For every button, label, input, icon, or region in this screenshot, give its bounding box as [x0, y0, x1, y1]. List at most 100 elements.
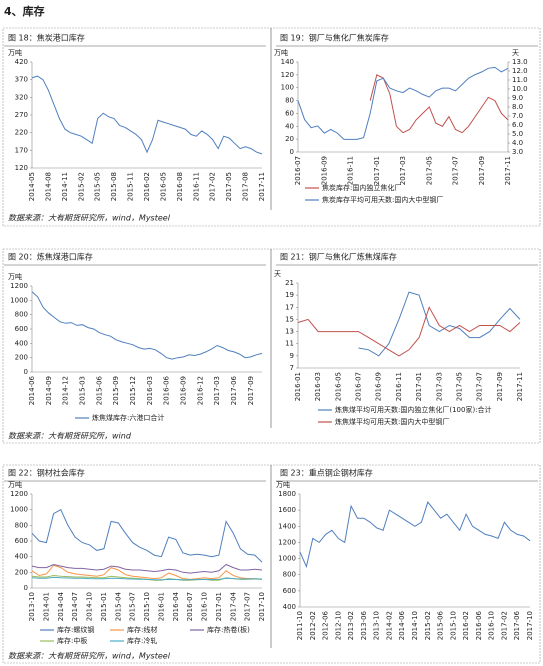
x-tick-label: 2017-11 [516, 372, 524, 401]
y-tick-label: 200 [15, 354, 28, 362]
series-line [31, 75, 263, 155]
y-tick-label: 60 [285, 109, 294, 117]
y-tick-label: 1800 [278, 490, 296, 498]
y-tick-label: 11 [285, 340, 294, 348]
y-tick-label: 400 [15, 553, 28, 561]
y-tick-label: 100 [281, 84, 294, 92]
x-tick-label: 2016-10 [488, 611, 496, 640]
chart-title: 图 20：炼焦煤港口库存 [8, 252, 93, 262]
legend-label: 炼焦煤平均可用天数:国内独立焦化厂(100家):合计 [335, 405, 492, 414]
x-tick-label: 2014-05 [28, 172, 36, 201]
y-tick-label: 0 [290, 148, 294, 156]
y-unit: 万吨 [274, 48, 288, 57]
y-tick-label: 17 [285, 303, 294, 311]
y-tick-label: 9 [290, 352, 294, 360]
y2-tick-label: 7.0 [512, 112, 523, 120]
x-tick-label: 2016-01 [294, 372, 302, 401]
x-tick-label: 2017-03 [399, 156, 407, 185]
y-tick-label: 370 [15, 76, 28, 84]
x-tick-label: 2016-08 [176, 172, 184, 201]
x-tick-label: 2016-09 [375, 372, 383, 401]
series-line [297, 66, 509, 140]
y-tick-label: 120 [281, 71, 294, 79]
y-unit: 天 [274, 270, 281, 278]
y2-tick-label: 6.0 [512, 121, 523, 129]
x-tick-label: 2015-05 [94, 172, 102, 201]
x-tick-label: 2012-10 [334, 611, 342, 640]
x-tick-label: 2016-11 [395, 372, 403, 401]
y-tick-label: 600 [15, 325, 28, 333]
x-tick-label: 2017-04 [229, 591, 237, 621]
y-unit: 万吨 [276, 480, 290, 489]
legend-label: 库存:中板 [57, 636, 87, 645]
x-tick-label: 2013-10 [373, 611, 381, 640]
y-tick-label: 1600 [278, 506, 296, 514]
y-unit: 万吨 [8, 480, 22, 489]
x-tick-label: 2016-07 [294, 156, 302, 185]
y2-tick-label: 8.0 [512, 103, 523, 111]
x-tick-label: 2015-11 [127, 172, 135, 201]
chart-title: 图 23：重点钢企钢材库存 [280, 468, 373, 478]
x-tick-label: 2016-05 [334, 372, 342, 401]
x-tick-label: 2015-02 [424, 611, 432, 640]
y-tick-label: 170 [15, 146, 28, 154]
y2-tick-label: 3.0 [512, 148, 523, 156]
x-tick-label: 2017-10 [258, 592, 266, 621]
y-tick-label: 420 [15, 58, 28, 66]
x-tick-label: 2017-05 [425, 156, 433, 185]
x-tick-label: 2011-10 [296, 611, 304, 640]
y-unit: 万吨 [8, 48, 22, 57]
series-line [31, 509, 263, 563]
x-tick-label: 2016-07 [186, 592, 194, 621]
heading: 4、库存 [4, 4, 45, 18]
y2-tick-label: 12.0 [512, 67, 528, 75]
series-line [369, 74, 509, 134]
x-tick-label: 2017-07 [244, 592, 252, 621]
chart-title: 图 19：钢厂与焦化厂焦炭库存 [280, 33, 389, 43]
x-tick-label: 2017-11 [504, 156, 512, 185]
x-tick-label: 2017-01 [415, 372, 423, 401]
y-tick-label: 140 [281, 58, 294, 66]
x-tick-label: 2016-09 [179, 376, 187, 405]
y2-tick-label: 9.0 [512, 94, 523, 102]
x-tick-label: 2015-03 [78, 376, 86, 405]
x-tick-label: 2014-07 [71, 592, 79, 621]
y-tick-label: 1000 [10, 506, 28, 514]
x-tick-label: 2016-03 [146, 376, 154, 405]
y-unit: 万吨 [8, 272, 22, 281]
series-line [31, 563, 263, 574]
x-tick-label: 2015-01 [100, 592, 108, 621]
y-tick-label: 7 [290, 364, 294, 372]
x-tick-label: 2012-06 [322, 610, 330, 640]
x-tick-label: 2016-01 [157, 592, 165, 621]
x-tick-label: 2014-10 [86, 592, 94, 621]
x-tick-label: 2015-06 [437, 610, 445, 640]
y-tick-label: 0 [24, 584, 28, 592]
chart-title: 图 18：焦炭港口库存 [8, 33, 85, 43]
y-tick-label: 1200 [278, 538, 296, 546]
series-line [31, 564, 263, 580]
x-tick-label: 2014-10 [411, 611, 419, 640]
x-tick-label: 2016-11 [347, 156, 355, 185]
source: 数据来源：大有期货研究所，wind [8, 432, 132, 441]
x-tick-label: 2014-09 [45, 376, 53, 405]
x-tick-label: 2014-06 [28, 375, 36, 405]
x-tick-label: 2016-02 [462, 611, 470, 640]
legend-label: 库存:线材 [127, 625, 157, 634]
x-tick-label: 2017-05 [455, 372, 463, 401]
y2-tick-label: 5.0 [512, 130, 523, 138]
y-tick-label: 20 [285, 135, 294, 143]
x-tick-label: 2016-12 [196, 376, 204, 405]
legend-label: 炼焦煤库存:六港口合计 [92, 413, 164, 422]
x-tick-label: 2017-01 [373, 156, 381, 185]
chart-title: 图 22：钢材社会库存 [8, 468, 85, 478]
y2-unit: 天 [512, 49, 519, 57]
x-tick-label: 2015-12 [129, 376, 137, 405]
y-tick-label: 400 [15, 339, 28, 347]
x-tick-label: 2017-03 [435, 372, 443, 401]
y-tick-label: 80 [285, 97, 294, 105]
x-tick-label: 2016-02 [143, 172, 151, 201]
x-tick-label: 2015-10 [143, 592, 151, 621]
legend-label: 焦炭库存平均可用天数:国内大中型钢厂 [322, 195, 443, 204]
x-tick-label: 2017-09 [478, 156, 486, 185]
